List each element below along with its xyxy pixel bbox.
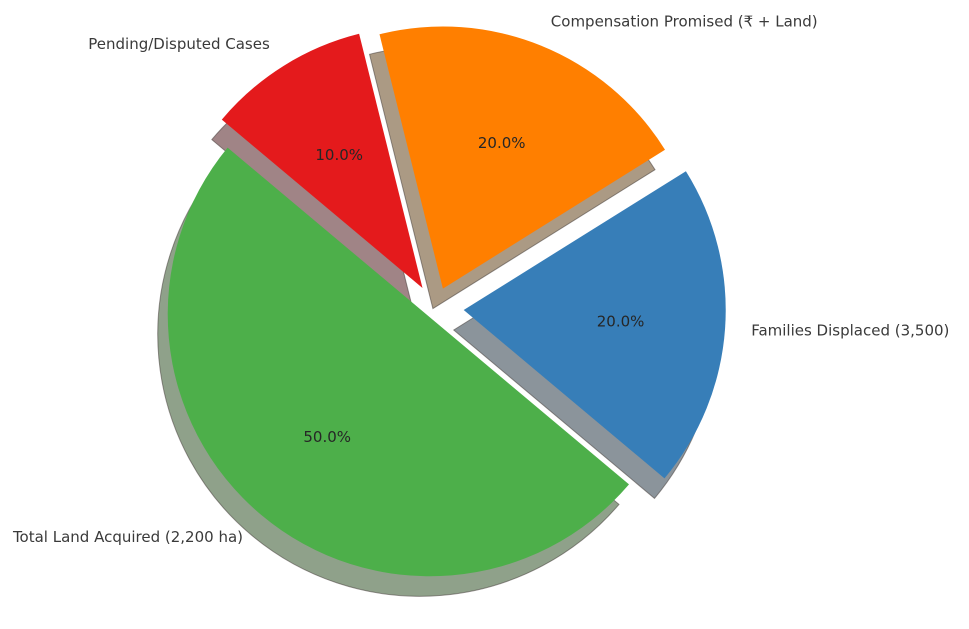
pie-slice-families-displaced xyxy=(463,171,726,479)
slice-label-compensation-promised: Compensation Promised (₹ + Land) xyxy=(551,13,818,31)
pct-label-total-land: 50.0% xyxy=(303,428,351,446)
slice-label-families-displaced: Families Displaced (3,500) xyxy=(751,321,949,339)
pie-slices xyxy=(167,26,726,577)
slice-label-pending-disputed: Pending/Disputed Cases xyxy=(88,35,270,53)
pie-pct-labels: 50.0% 20.0% 20.0% 10.0% xyxy=(303,134,644,446)
pct-label-families-displaced: 20.0% xyxy=(597,312,645,330)
pie-slice-compensation-promised xyxy=(379,26,665,289)
pct-label-compensation-promised: 20.0% xyxy=(478,134,526,152)
pct-label-pending-disputed: 10.0% xyxy=(315,146,363,164)
slice-label-total-land: Total Land Acquired (2,200 ha) xyxy=(12,528,243,546)
pie-slice-pending-disputed xyxy=(221,33,423,288)
pie-slice-total-land xyxy=(167,147,629,577)
pie-slice-labels: Total Land Acquired (2,200 ha) Families D… xyxy=(12,13,949,546)
